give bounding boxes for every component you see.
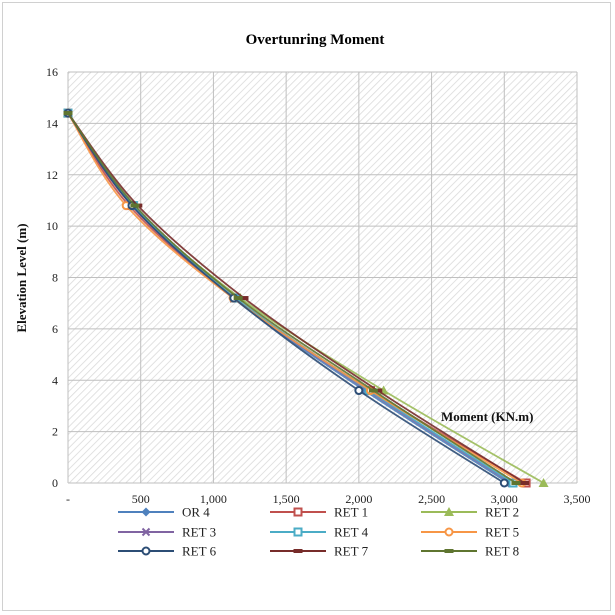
legend-item-ret-7: RET 7 [270, 544, 369, 559]
legend-item-ret-5: RET 5 [421, 525, 519, 540]
data-point-ret-8 [233, 296, 243, 301]
legend-label: RET 7 [334, 544, 369, 559]
x-tick-label: 500 [132, 492, 150, 506]
legend-label: RET 5 [485, 525, 519, 540]
data-point-ret-7 [239, 296, 249, 301]
legend-marker [141, 527, 151, 537]
y-tick-label: 12 [46, 168, 58, 182]
y-axis-label: Elevation Level (m) [14, 223, 29, 332]
legend-marker [141, 507, 151, 517]
data-point-ret-8 [130, 203, 140, 208]
data-point-ret-8 [63, 111, 73, 116]
x-tick-label: 2,500 [418, 492, 445, 506]
series-ret-8 [63, 111, 521, 485]
legend-label: RET 4 [334, 525, 369, 540]
legend: OR 4 RET 1 RET 2 RET 3 RET 4 RET 5 RET 6 RET 7 R… [118, 505, 519, 559]
data-point-ret-6 [499, 478, 509, 488]
legend-label: RET 8 [485, 544, 519, 559]
legend-marker [444, 527, 454, 537]
data-point-ret-8 [368, 388, 378, 393]
legend-label: OR 4 [182, 505, 210, 520]
legend-item-ret-2: RET 2 [421, 505, 519, 520]
legend-marker [444, 507, 454, 516]
series-line-ret-6 [67, 112, 505, 484]
chart-title: Overtunring Moment [246, 32, 385, 48]
legend-label: RET 6 [182, 544, 217, 559]
y-tick-label: 8 [52, 271, 58, 285]
legend-label: RET 3 [182, 525, 216, 540]
x-tick-label: 1,000 [200, 492, 227, 506]
legend-item-ret-8: RET 8 [421, 544, 519, 559]
legend-marker [293, 507, 303, 517]
y-tick-label: 6 [52, 322, 58, 336]
series-line-ret-7 [67, 112, 526, 484]
legend-marker [444, 549, 454, 553]
data-point-ret-7 [520, 481, 530, 485]
y-tick-label: 14 [46, 116, 58, 130]
data-point-ret-8 [511, 481, 521, 485]
x-axis-label: Moment (KN.m) [441, 409, 533, 424]
x-tick-label: 3,000 [491, 492, 518, 506]
data-point-ret-2 [538, 478, 549, 487]
legend-item-or-4: OR 4 [118, 505, 210, 520]
legend-item-ret-6: RET 6 [118, 544, 217, 559]
legend-marker [293, 527, 303, 537]
y-tick-label: 10 [46, 219, 58, 233]
y-tick-label: 2 [52, 425, 58, 439]
legend-marker [141, 546, 151, 556]
x-tick-label: 3,500 [564, 492, 591, 506]
x-tick-label: - [66, 492, 70, 506]
legend-marker [293, 549, 303, 553]
x-tick-label: 2,000 [345, 492, 372, 506]
y-tick-label: 16 [46, 65, 58, 79]
x-tick-label: 1,500 [273, 492, 300, 506]
series-line-ret-8 [67, 112, 517, 484]
legend-item-ret-4: RET 4 [270, 525, 369, 540]
legend-label: RET 1 [334, 505, 368, 520]
tick-labels: 0 2 4 6 8 10 12 14 16 - 500 1,000 1,500 2,000 2,500 3,0… [46, 65, 591, 506]
legend-label: RET 2 [485, 505, 519, 520]
y-tick-label: 0 [52, 476, 58, 490]
data-point-ret-6 [354, 386, 364, 396]
legend-item-ret-1: RET 1 [270, 505, 368, 520]
y-tick-label: 4 [52, 373, 58, 387]
series-lines [63, 108, 549, 488]
legend-item-ret-3: RET 3 [118, 525, 216, 540]
